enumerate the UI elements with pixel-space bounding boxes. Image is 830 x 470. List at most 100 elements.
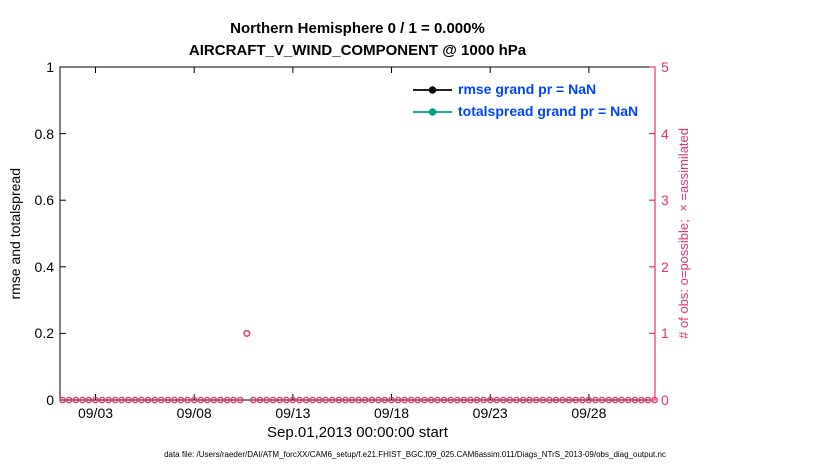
possible-obs-marker [572, 396, 580, 404]
possible-obs-marker [486, 396, 494, 404]
possible-obs-marker [203, 396, 211, 404]
possible-obs-marker [210, 396, 218, 404]
left-tick-label: 1 [46, 59, 54, 75]
possible-obs-marker [118, 396, 126, 404]
possible-obs-marker [473, 396, 481, 404]
legend-label-totalspread: totalspread grand pr = NaN [458, 103, 639, 119]
possible-obs-marker [421, 396, 428, 404]
possible-obs-marker [328, 396, 336, 404]
possible-obs-marker [85, 396, 93, 404]
possible-obs-marker [177, 396, 185, 404]
possible-obs-marker [644, 396, 652, 404]
possible-obs-marker [546, 396, 553, 404]
possible-obs-marker [157, 396, 165, 404]
possible-obs-marker [539, 396, 547, 404]
legend-marker [428, 108, 437, 116]
possible-obs-marker [92, 396, 99, 404]
possible-obs-marker [250, 396, 257, 404]
x-tick-label: 09/23 [472, 405, 508, 421]
left-tick-label: 0 [46, 392, 54, 408]
possible-obs-marker [282, 396, 290, 404]
possible-obs-marker [184, 396, 191, 404]
possible-obs-marker [407, 396, 415, 404]
possible-obs-marker [309, 396, 316, 404]
plot-frame [59, 66, 656, 401]
left-tick-label: 0.6 [34, 192, 54, 209]
x-tick-label: 09/13 [275, 405, 311, 421]
possible-obs-marker [256, 396, 264, 404]
possible-obs-marker [263, 396, 270, 404]
possible-obs-marker [197, 396, 205, 404]
possible-obs-marker [276, 396, 284, 404]
possible-obs-marker [65, 396, 73, 404]
possible-obs-marker [493, 396, 501, 404]
possible-obs-marker [460, 396, 468, 404]
possible-obs-marker [625, 396, 632, 404]
possible-obs-marker [112, 396, 119, 404]
legend-label-rmse: rmse grand pr = NaN [458, 81, 597, 97]
possible-obs-marker [125, 396, 132, 404]
possible-obs-marker [223, 396, 231, 404]
possible-obs-marker [322, 396, 330, 404]
right-tick-label: 1 [661, 325, 669, 342]
possible-obs-marker [289, 396, 297, 404]
x-tick-label: 09/08 [176, 405, 212, 421]
possible-obs-marker [381, 396, 389, 404]
figure-title-line2: AIRCRAFT_V_WIND_COMPONENT @ 1000 hPa [188, 42, 527, 59]
possible-obs-marker [611, 396, 619, 404]
possible-obs-marker [105, 396, 112, 404]
possible-obs-marker [243, 329, 251, 337]
x-tick-label: 09/03 [77, 405, 114, 421]
possible-obs-marker [519, 396, 527, 404]
possible-obs-marker [79, 396, 86, 404]
possible-obs-marker [138, 396, 145, 404]
possible-obs-marker [72, 396, 80, 404]
possible-obs-marker [532, 396, 540, 404]
possible-obs-marker [171, 396, 178, 404]
possible-obs-marker [236, 396, 244, 404]
possible-obs-marker [375, 396, 382, 404]
possible-obs-marker [59, 396, 66, 404]
possible-obs-marker [394, 396, 402, 404]
right-tick-label: 0 [661, 392, 669, 408]
possible-obs-marker [467, 396, 474, 404]
possible-obs-marker [342, 396, 349, 404]
possible-obs-marker [217, 396, 224, 404]
possible-obs-marker [401, 396, 409, 404]
right-tick-label: 3 [661, 192, 669, 209]
possible-obs-marker [638, 396, 645, 404]
possible-obs-marker [98, 396, 106, 404]
possible-obs-marker [190, 396, 198, 404]
possible-obs-marker [440, 396, 448, 404]
left-tick-label: 0.2 [34, 325, 54, 342]
left-tick-label: 0.4 [34, 258, 54, 275]
x-tick-label: 09/28 [571, 405, 607, 421]
right-tick-label: 4 [661, 125, 669, 142]
possible-obs-marker [480, 396, 487, 404]
possible-obs-marker [559, 396, 566, 404]
possible-obs-marker [335, 396, 343, 404]
possible-obs-marker [230, 396, 237, 404]
possible-obs-marker [565, 396, 573, 404]
right-tick-label: 5 [661, 59, 669, 75]
data-file-caption: data file: /Users/raeder/DAI/ATM_forcXX/… [164, 450, 666, 459]
x-axis-label: Sep.01,2013 00:00:00 start [267, 424, 448, 441]
possible-obs-marker [427, 396, 435, 404]
possible-obs-marker [513, 396, 520, 404]
possible-obs-marker [631, 396, 639, 404]
possible-obs-marker [355, 396, 362, 404]
right-tick-label: 2 [661, 258, 669, 275]
possible-obs-marker [151, 396, 158, 404]
possible-obs-marker [592, 396, 599, 404]
possible-obs-marker [506, 396, 514, 404]
possible-obs-marker [269, 396, 277, 404]
possible-obs-marker [131, 396, 139, 404]
possible-obs-marker [302, 396, 310, 404]
possible-obs-marker [368, 396, 376, 404]
possible-obs-marker [552, 396, 560, 404]
possible-obs-marker [499, 396, 507, 404]
possible-obs-marker [164, 396, 172, 404]
possible-obs-marker [526, 396, 533, 404]
